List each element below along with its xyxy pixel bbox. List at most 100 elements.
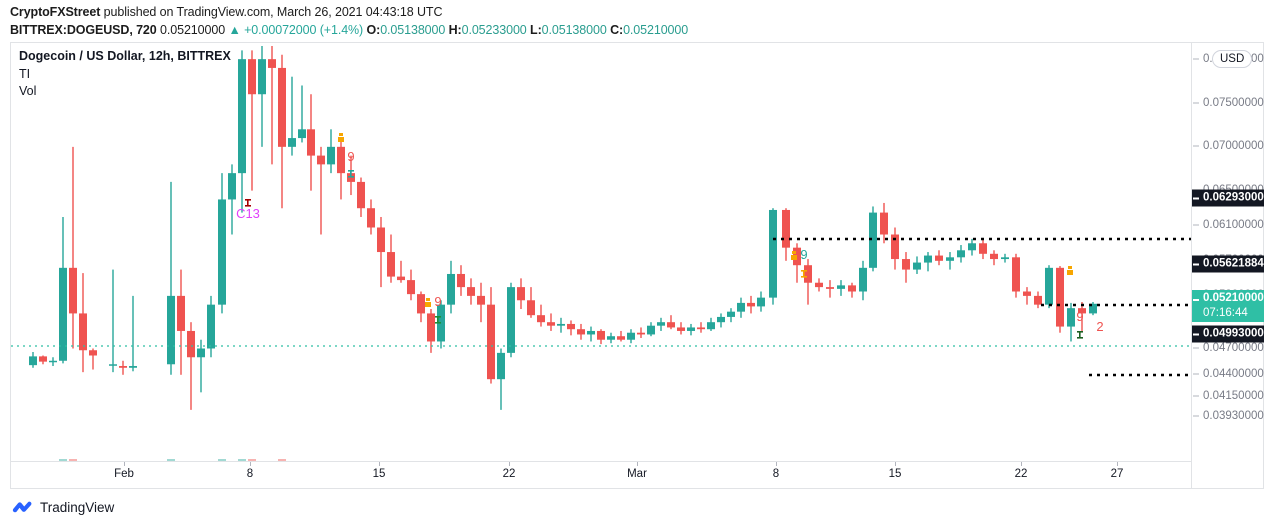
time-tick-mark [509, 462, 510, 466]
candle-body [1001, 257, 1009, 260]
candle-body [298, 129, 306, 139]
candles-group [29, 46, 1097, 410]
candle-body [1045, 267, 1053, 305]
candle-body [537, 315, 545, 323]
time-tick-label: 15 [888, 468, 902, 480]
td9-marker-1: 9 [347, 149, 354, 164]
candle-body [891, 234, 899, 260]
time-axis[interactable]: Feb 8 15 22 Mar 8 15 22 27 [11, 461, 1191, 488]
candle-body [607, 336, 615, 340]
candle-body [407, 280, 415, 295]
legend-open-value: 0.05138000 [380, 23, 446, 37]
candle-body [869, 212, 877, 268]
candle-body [89, 350, 97, 356]
publisher-name: CryptoFXStreet [10, 5, 101, 19]
price-level-badge[interactable]: 0.04993000 [1192, 325, 1264, 343]
td-setup-icon [425, 302, 431, 307]
legend-close-value: 0.05210000 [623, 23, 689, 37]
candle-body [49, 360, 57, 363]
change-arrow-icon: ▲ [228, 23, 241, 37]
candle-body [79, 313, 87, 351]
time-tick-mark [637, 462, 638, 466]
td-setup-icon [426, 298, 430, 301]
candle-body [667, 322, 675, 328]
candle-body [547, 322, 555, 326]
footer-brand-label: TradingView [40, 500, 115, 515]
candle-body [637, 332, 645, 335]
legend-high-label: H: [448, 23, 462, 37]
price-level-badge[interactable]: 0.06293000 [1192, 189, 1264, 207]
price-tick-label: 0.07500000 [1203, 97, 1264, 109]
price-level-badge[interactable]: 0.05621884 [1192, 255, 1264, 273]
price-tick-label: 0.03930000 [1203, 410, 1264, 422]
candle-body [647, 325, 655, 335]
candle-body [859, 267, 867, 292]
candle-body [1012, 257, 1020, 292]
time-tick-mark [895, 462, 896, 466]
legend-close-label: C: [610, 23, 624, 37]
time-tick-label: 27 [1110, 468, 1124, 480]
symbol-ohlc-legend: BITTREX:DOGEUSD, 720 0.05210000 ▲ +0.000… [10, 23, 688, 37]
candle-body [367, 208, 375, 228]
candle-body [129, 366, 137, 368]
currency-pill[interactable]: USD [1212, 50, 1253, 68]
candle-body [757, 297, 765, 307]
candle-body [487, 304, 495, 380]
candle-body [924, 255, 932, 263]
td-setup-icon [791, 255, 797, 260]
candle-body [957, 250, 965, 258]
td-countdown-tick [801, 276, 807, 278]
candle-body [278, 67, 286, 147]
price-tick-mark [1193, 415, 1199, 417]
indicator-label-vol[interactable]: Vol [19, 84, 37, 98]
candle-body [804, 265, 812, 283]
candle-body [467, 287, 475, 296]
candle-body [69, 267, 77, 314]
td-countdown-tick [247, 199, 249, 206]
candle-body [427, 313, 435, 342]
td-countdown-tick [1077, 337, 1083, 339]
td-countdown-tick [437, 316, 439, 323]
td-setup-icon [338, 137, 344, 142]
candle-body [177, 295, 185, 331]
time-tick-label: Mar [627, 468, 647, 480]
candle-body [337, 146, 345, 174]
candle-body [627, 332, 635, 340]
time-tick-mark [776, 462, 777, 466]
current-price-badge[interactable]: 0.05210000 07:16:44 [1192, 290, 1264, 322]
candle-body [59, 267, 67, 361]
candle-body [697, 327, 705, 330]
legend-high-value: 0.05233000 [461, 23, 527, 37]
candle-body [717, 316, 725, 323]
candle-body [687, 327, 695, 331]
price-pane[interactable]: Dogecoin / US Dollar, 12h, BITTREX TI Vo… [11, 43, 1191, 461]
candle-body [769, 209, 777, 298]
candle-body [567, 323, 575, 330]
volume-bar [167, 459, 175, 461]
legend-symbol: BITTREX:DOGEUSD, 720 [10, 23, 157, 37]
tradingview-logo-icon [12, 501, 32, 513]
time-tick-mark [379, 462, 380, 466]
candle-body [119, 366, 127, 368]
price-axis[interactable]: USD 0.080000000.075000000.070000000.0650… [1191, 43, 1264, 488]
candle-body [29, 356, 37, 366]
candle-body [913, 262, 921, 270]
time-tick-label: 8 [772, 468, 780, 480]
td-setup-icon [792, 251, 796, 254]
candle-body [990, 253, 998, 260]
indicator-label-ti[interactable]: TI [19, 67, 31, 81]
volume-bar [248, 459, 256, 461]
candle-body [782, 209, 790, 248]
candle-body [317, 155, 325, 165]
current-price-value: 0.05210000 [1203, 292, 1264, 304]
candle-body [288, 138, 296, 147]
price-tick-mark [1193, 373, 1199, 375]
candle-body [815, 282, 823, 288]
volume-bar [238, 459, 246, 461]
time-tick-label: Feb [114, 468, 134, 480]
candle-body [417, 294, 425, 314]
candle-body [1034, 295, 1042, 305]
candle-body [447, 273, 455, 305]
candle-body [357, 181, 365, 209]
